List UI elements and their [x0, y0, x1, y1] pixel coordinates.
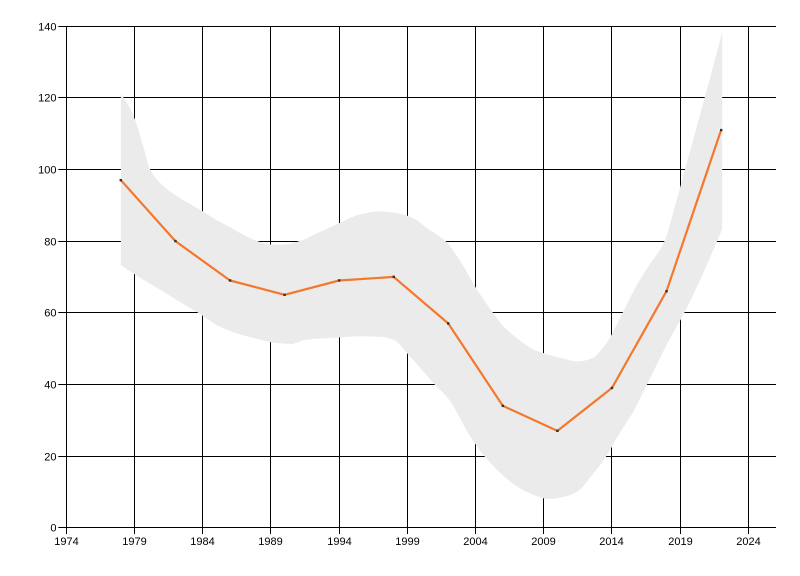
svg-text:140: 140: [38, 21, 56, 33]
svg-text:1974: 1974: [54, 536, 78, 548]
svg-text:2004: 2004: [463, 536, 487, 548]
svg-text:60: 60: [44, 307, 56, 319]
svg-text:1999: 1999: [395, 536, 419, 548]
svg-text:1979: 1979: [122, 536, 146, 548]
svg-text:40: 40: [44, 379, 56, 391]
svg-text:1989: 1989: [258, 536, 282, 548]
svg-text:0: 0: [50, 522, 56, 534]
svg-text:20: 20: [44, 451, 56, 463]
svg-text:120: 120: [38, 92, 56, 104]
svg-text:2024: 2024: [736, 536, 760, 548]
svg-text:2014: 2014: [599, 536, 623, 548]
svg-text:1984: 1984: [190, 536, 214, 548]
svg-text:80: 80: [44, 236, 56, 248]
svg-text:1994: 1994: [327, 536, 351, 548]
svg-text:100: 100: [38, 164, 56, 176]
svg-text:2019: 2019: [668, 536, 692, 548]
svg-text:2009: 2009: [531, 536, 555, 548]
